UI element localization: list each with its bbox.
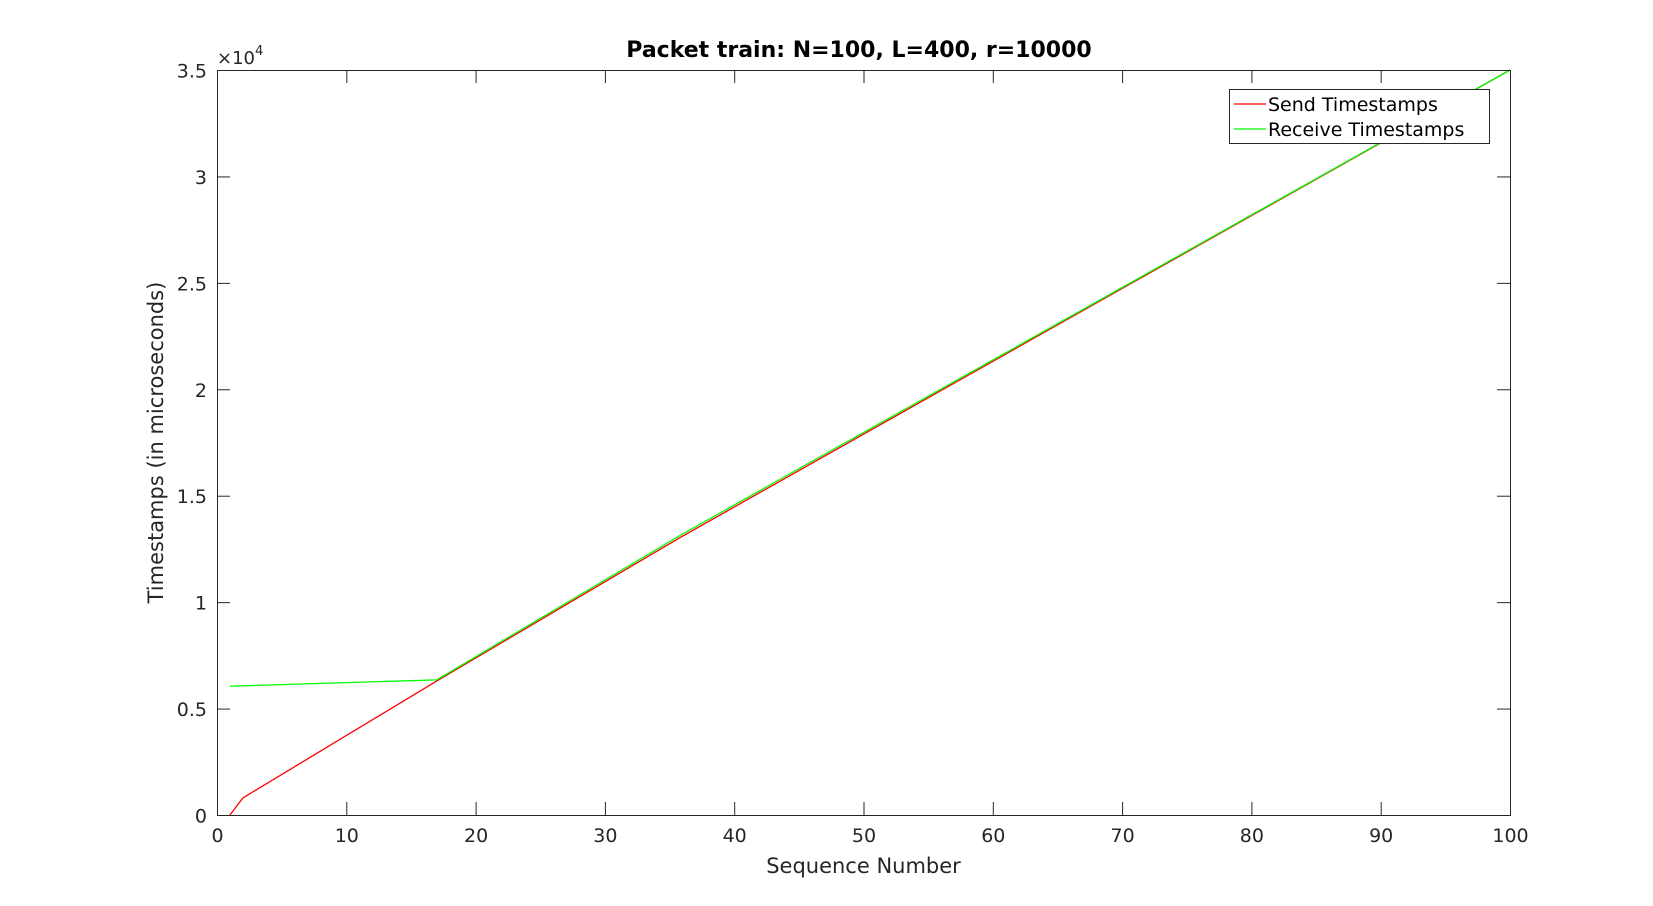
x-tick-label: 80 <box>1240 825 1264 847</box>
x-tick-label: 100 <box>1492 825 1528 847</box>
x-tick-label: 70 <box>1111 825 1135 847</box>
x-tick-label: 0 <box>211 825 223 847</box>
legend-label: Send Timestamps <box>1268 94 1438 116</box>
x-tick-label: 60 <box>981 825 1005 847</box>
y-tick-label: 2.5 <box>177 273 207 295</box>
y-tick-label: 1.5 <box>177 486 207 508</box>
x-tick-label: 20 <box>464 825 488 847</box>
series-layer <box>229 69 1511 816</box>
legend-box <box>1229 89 1490 144</box>
y-axis-label: Timestamps (in microseconds) <box>144 282 168 605</box>
multiplier-exponent: 4 <box>255 44 263 59</box>
x-tick-label: 90 <box>1369 825 1393 847</box>
legend-label: Receive Timestamps <box>1268 119 1464 141</box>
y-tick-label: 0 <box>195 806 207 828</box>
y-axis: 0 0.5 1 1.5 2 2.5 3 3.5 <box>177 61 1510 828</box>
x-axis: 0 10 20 30 40 50 60 70 80 90 100 <box>211 70 1529 847</box>
chart-title: Packet train: N=100, L=400, r=10000 <box>626 38 1091 63</box>
x-tick-label: 10 <box>335 825 359 847</box>
plot-area <box>217 70 1510 815</box>
x-axis-label: Sequence Number <box>766 854 961 878</box>
y-tick-label: 0.5 <box>177 699 207 721</box>
y-axis-multiplier: ×104 <box>217 44 263 69</box>
multiplier-base: ×10 <box>217 48 255 69</box>
y-tick-label: 2 <box>195 380 207 402</box>
y-tick-label: 1 <box>195 593 207 615</box>
axes-background <box>217 70 1510 815</box>
y-tick-label: 3 <box>195 167 207 189</box>
series-line-1 <box>229 69 1511 816</box>
legend: Send Timestamps Receive Timestamps <box>1229 89 1490 144</box>
x-tick-label: 50 <box>852 825 876 847</box>
x-tick-label: 40 <box>723 825 747 847</box>
x-tick-label: 30 <box>593 825 617 847</box>
series-line-2 <box>229 69 1511 687</box>
y-tick-label: 3.5 <box>177 61 207 83</box>
